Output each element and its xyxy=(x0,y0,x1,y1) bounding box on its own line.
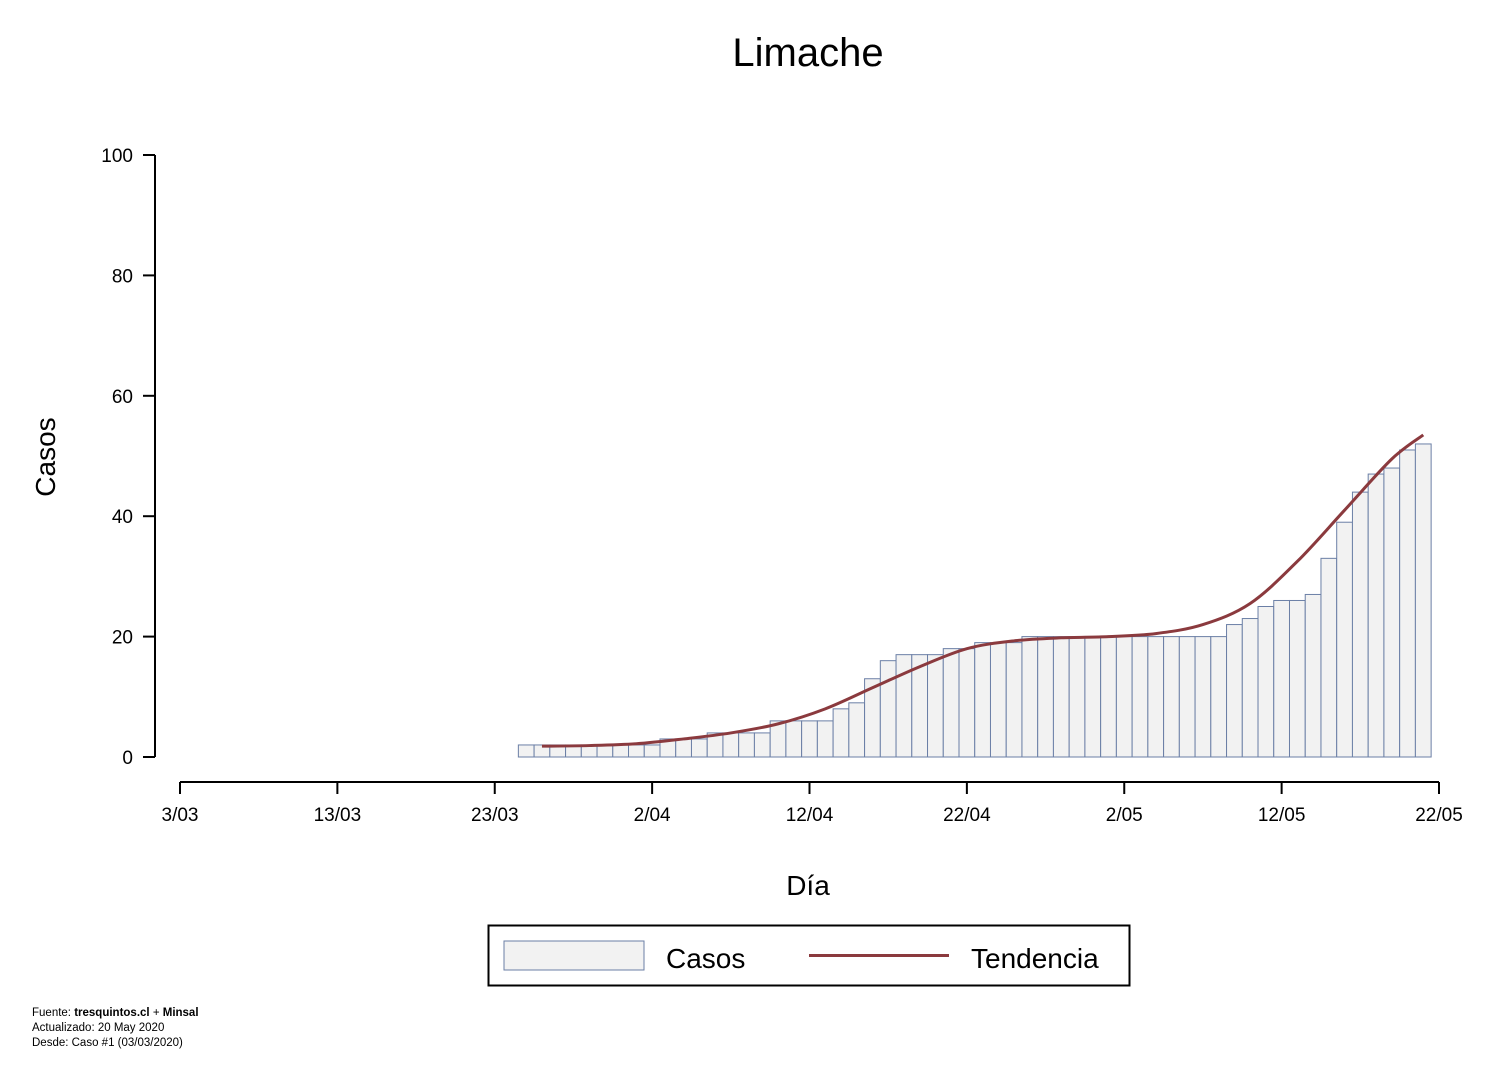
y-tick-label: 40 xyxy=(112,507,133,528)
bar xyxy=(1320,557,1338,758)
bar xyxy=(1021,636,1039,758)
source-plus: + xyxy=(152,1007,160,1019)
bar xyxy=(675,738,692,758)
x-tick-label: 23/03 xyxy=(471,805,519,826)
bar xyxy=(1115,636,1133,758)
bar xyxy=(816,720,834,758)
legend-label-casos: Casos xyxy=(666,943,745,974)
x-axis: 3/03 13/03 23/03 2/04 12/04 22/04 2/05 12/05 22/… xyxy=(162,781,1463,826)
bar xyxy=(628,744,645,758)
source-line: Fuente: tresquintos.cl + Minsal xyxy=(32,1006,199,1021)
x-axis-label: Día xyxy=(786,870,830,901)
bar xyxy=(785,720,803,758)
source-site: tresquintos.cl xyxy=(74,1007,150,1019)
bar xyxy=(958,648,976,758)
bar xyxy=(942,648,960,758)
y-axis-label: Casos xyxy=(30,417,61,496)
bar xyxy=(1336,521,1353,758)
bar xyxy=(1178,636,1196,758)
x-tick-label: 22/04 xyxy=(943,805,991,826)
bar xyxy=(1288,599,1306,758)
bar xyxy=(1163,636,1180,758)
source-footer: Fuente: tresquintos.cl + Minsal Actualiz… xyxy=(32,1006,199,1051)
bar xyxy=(1351,491,1369,758)
bar xyxy=(989,642,1007,758)
bar xyxy=(1273,599,1290,758)
bar xyxy=(879,660,897,758)
x-tick-label: 3/03 xyxy=(162,805,199,826)
source-org: Minsal xyxy=(162,1007,199,1019)
bar xyxy=(1037,636,1054,758)
bar xyxy=(1383,467,1401,758)
bar xyxy=(738,732,755,758)
bar xyxy=(1194,636,1212,758)
legend: Casos Tendencia xyxy=(487,924,1131,987)
chart-title: Limache xyxy=(732,31,883,75)
bar xyxy=(848,702,866,758)
bar xyxy=(1068,636,1086,758)
bar xyxy=(801,720,818,758)
bar xyxy=(690,738,708,758)
bar xyxy=(1304,593,1322,758)
bar xyxy=(1147,636,1165,758)
bar xyxy=(1226,624,1243,758)
trend-line-layer xyxy=(541,433,1425,748)
trend-line xyxy=(541,433,1425,748)
y-axis: 0 20 40 60 80 100 xyxy=(101,146,156,769)
bars-layer xyxy=(517,443,1432,758)
bar xyxy=(1100,636,1117,758)
bar xyxy=(612,744,630,758)
x-tick-label: 13/03 xyxy=(314,805,362,826)
x-tick-label: 12/05 xyxy=(1258,805,1306,826)
bar xyxy=(1210,636,1228,758)
y-tick-label: 0 xyxy=(122,748,133,769)
x-tick-label: 22/05 xyxy=(1415,805,1463,826)
y-tick-label: 20 xyxy=(112,628,133,649)
y-tick-label: 100 xyxy=(101,146,133,167)
bar xyxy=(1257,606,1275,758)
x-tick-label: 12/04 xyxy=(786,805,834,826)
since-line: Desde: Caso #1 (03/03/2020) xyxy=(32,1037,183,1049)
bar xyxy=(517,744,535,758)
bar xyxy=(832,708,850,758)
bar xyxy=(1241,618,1259,758)
legend-label-tendencia: Tendencia xyxy=(971,943,1099,974)
bar xyxy=(1084,636,1102,758)
updated-line: Actualizado: 20 May 2020 xyxy=(32,1022,165,1034)
bar xyxy=(722,732,740,758)
y-tick-label: 80 xyxy=(112,266,133,287)
bar xyxy=(1131,636,1149,758)
bar xyxy=(927,654,944,758)
bar xyxy=(753,732,771,758)
y-tick-label: 60 xyxy=(112,387,133,408)
bar xyxy=(1399,449,1416,758)
bar xyxy=(1414,443,1432,758)
bar xyxy=(974,642,991,758)
bar xyxy=(1052,636,1070,758)
legend-swatch-casos xyxy=(503,940,645,971)
bar xyxy=(1005,642,1023,758)
bar xyxy=(643,744,661,758)
x-tick-label: 2/05 xyxy=(1106,805,1143,826)
bar xyxy=(1367,473,1385,758)
x-tick-label: 2/04 xyxy=(634,805,671,826)
source-label: Fuente: xyxy=(32,1007,71,1019)
